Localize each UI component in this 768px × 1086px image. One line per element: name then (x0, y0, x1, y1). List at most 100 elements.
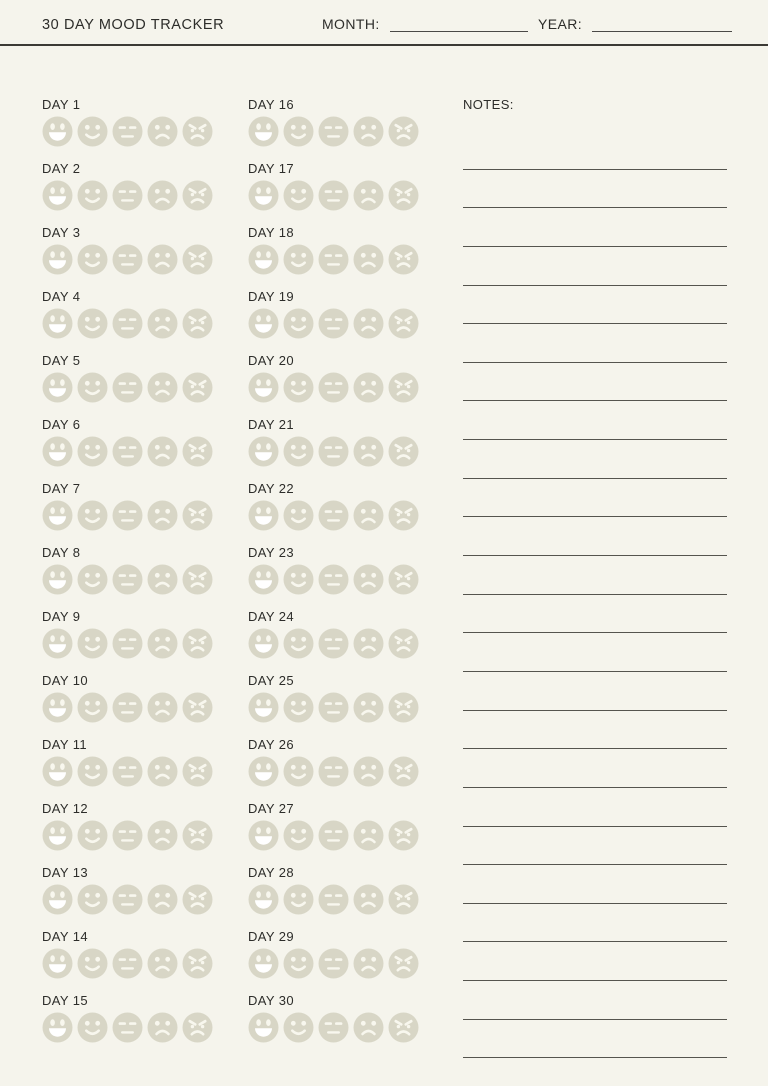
notes-line[interactable] (463, 633, 727, 672)
mood-neutral-icon[interactable] (318, 692, 349, 723)
mood-happy-icon[interactable] (77, 308, 108, 339)
mood-very-happy-icon[interactable] (42, 628, 73, 659)
mood-neutral-icon[interactable] (112, 244, 143, 275)
mood-angry-icon[interactable] (182, 500, 213, 531)
mood-sad-icon[interactable] (353, 756, 384, 787)
mood-happy-icon[interactable] (77, 948, 108, 979)
mood-sad-icon[interactable] (353, 884, 384, 915)
mood-happy-icon[interactable] (77, 1012, 108, 1043)
mood-sad-icon[interactable] (147, 180, 178, 211)
mood-neutral-icon[interactable] (318, 1012, 349, 1043)
mood-very-happy-icon[interactable] (42, 436, 73, 467)
mood-neutral-icon[interactable] (112, 692, 143, 723)
mood-very-happy-icon[interactable] (248, 756, 279, 787)
mood-very-happy-icon[interactable] (42, 820, 73, 851)
mood-neutral-icon[interactable] (318, 564, 349, 595)
mood-happy-icon[interactable] (283, 1012, 314, 1043)
notes-line[interactable] (463, 942, 727, 982)
mood-sad-icon[interactable] (147, 820, 178, 851)
mood-neutral-icon[interactable] (318, 820, 349, 851)
mood-angry-icon[interactable] (182, 884, 213, 915)
mood-very-happy-icon[interactable] (42, 372, 73, 403)
notes-line[interactable] (463, 1020, 727, 1059)
mood-very-happy-icon[interactable] (248, 180, 279, 211)
mood-angry-icon[interactable] (182, 564, 213, 595)
mood-neutral-icon[interactable] (318, 628, 349, 659)
mood-happy-icon[interactable] (77, 500, 108, 531)
mood-happy-icon[interactable] (77, 180, 108, 211)
mood-happy-icon[interactable] (77, 372, 108, 403)
mood-angry-icon[interactable] (388, 820, 419, 851)
mood-sad-icon[interactable] (147, 884, 178, 915)
mood-angry-icon[interactable] (388, 756, 419, 787)
mood-very-happy-icon[interactable] (42, 884, 73, 915)
mood-neutral-icon[interactable] (318, 244, 349, 275)
mood-happy-icon[interactable] (283, 500, 314, 531)
mood-very-happy-icon[interactable] (248, 692, 279, 723)
mood-sad-icon[interactable] (353, 820, 384, 851)
mood-very-happy-icon[interactable] (42, 756, 73, 787)
mood-very-happy-icon[interactable] (248, 436, 279, 467)
mood-happy-icon[interactable] (283, 436, 314, 467)
mood-happy-icon[interactable] (283, 308, 314, 339)
mood-happy-icon[interactable] (283, 628, 314, 659)
mood-angry-icon[interactable] (182, 1012, 213, 1043)
mood-neutral-icon[interactable] (318, 116, 349, 147)
mood-neutral-icon[interactable] (112, 372, 143, 403)
mood-happy-icon[interactable] (77, 692, 108, 723)
notes-line[interactable] (463, 363, 727, 402)
mood-angry-icon[interactable] (388, 500, 419, 531)
mood-happy-icon[interactable] (77, 436, 108, 467)
mood-very-happy-icon[interactable] (42, 500, 73, 531)
notes-line[interactable] (463, 749, 727, 788)
notes-line[interactable] (463, 208, 727, 247)
mood-neutral-icon[interactable] (318, 308, 349, 339)
mood-sad-icon[interactable] (353, 244, 384, 275)
mood-sad-icon[interactable] (353, 948, 384, 979)
mood-neutral-icon[interactable] (318, 948, 349, 979)
mood-angry-icon[interactable] (182, 628, 213, 659)
mood-sad-icon[interactable] (147, 628, 178, 659)
mood-happy-icon[interactable] (283, 692, 314, 723)
mood-neutral-icon[interactable] (318, 180, 349, 211)
notes-line[interactable] (463, 981, 727, 1020)
mood-very-happy-icon[interactable] (248, 628, 279, 659)
mood-happy-icon[interactable] (77, 116, 108, 147)
notes-line[interactable] (463, 247, 727, 286)
mood-sad-icon[interactable] (147, 564, 178, 595)
mood-sad-icon[interactable] (147, 692, 178, 723)
mood-happy-icon[interactable] (283, 564, 314, 595)
mood-neutral-icon[interactable] (318, 884, 349, 915)
mood-angry-icon[interactable] (388, 116, 419, 147)
mood-happy-icon[interactable] (77, 564, 108, 595)
mood-neutral-icon[interactable] (112, 820, 143, 851)
mood-very-happy-icon[interactable] (248, 372, 279, 403)
mood-angry-icon[interactable] (388, 692, 419, 723)
mood-very-happy-icon[interactable] (248, 1012, 279, 1043)
mood-sad-icon[interactable] (147, 308, 178, 339)
notes-line[interactable] (463, 401, 727, 441)
mood-neutral-icon[interactable] (112, 500, 143, 531)
mood-sad-icon[interactable] (147, 756, 178, 787)
mood-neutral-icon[interactable] (112, 628, 143, 659)
notes-line[interactable] (463, 865, 727, 904)
mood-very-happy-icon[interactable] (248, 884, 279, 915)
notes-line[interactable] (463, 517, 727, 557)
mood-happy-icon[interactable] (283, 372, 314, 403)
mood-sad-icon[interactable] (353, 116, 384, 147)
mood-angry-icon[interactable] (388, 1012, 419, 1043)
mood-happy-icon[interactable] (77, 884, 108, 915)
mood-sad-icon[interactable] (353, 180, 384, 211)
mood-happy-icon[interactable] (77, 756, 108, 787)
notes-line[interactable] (463, 324, 727, 363)
mood-very-happy-icon[interactable] (42, 1012, 73, 1043)
mood-angry-icon[interactable] (388, 564, 419, 595)
mood-angry-icon[interactable] (388, 180, 419, 211)
mood-sad-icon[interactable] (353, 564, 384, 595)
notes-line[interactable] (463, 788, 727, 827)
mood-sad-icon[interactable] (353, 1012, 384, 1043)
mood-very-happy-icon[interactable] (42, 564, 73, 595)
mood-neutral-icon[interactable] (112, 116, 143, 147)
mood-very-happy-icon[interactable] (248, 948, 279, 979)
mood-angry-icon[interactable] (182, 180, 213, 211)
